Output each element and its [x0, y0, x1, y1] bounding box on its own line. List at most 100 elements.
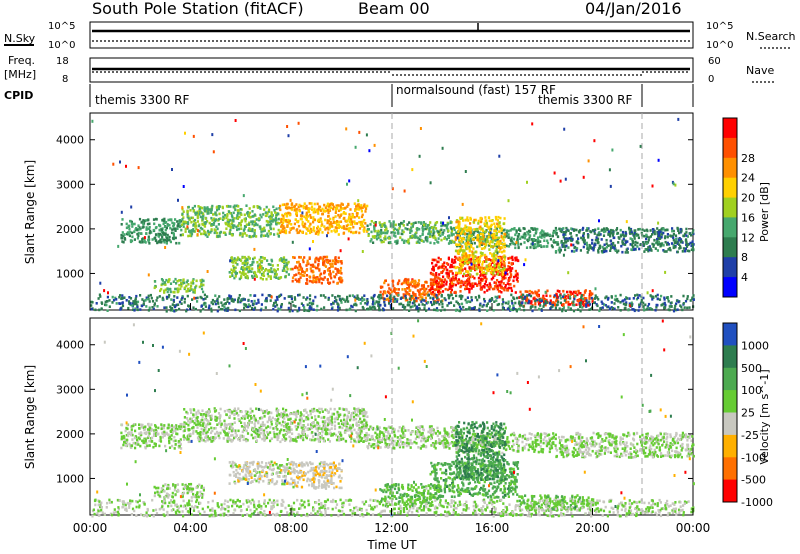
scatter-cell: [437, 276, 440, 279]
scatter-cell: [296, 261, 299, 264]
scatter-cell: [507, 245, 511, 248]
scatter-cell: [646, 241, 650, 244]
scatter-cell: [679, 304, 682, 307]
scatter-cell: [310, 202, 313, 205]
scatter-cell: [250, 300, 253, 303]
colorbar-tick-label: 20: [741, 192, 755, 205]
scatter-cell: [496, 303, 499, 307]
scatter-cell: [195, 211, 198, 215]
scatter-cell: [507, 233, 510, 236]
scatter-cell: [652, 231, 655, 234]
scatter-cell: [462, 252, 465, 255]
scatter-cell: [297, 260, 300, 264]
scatter-cell: [123, 233, 126, 236]
scatter-cell: [464, 267, 467, 270]
scatter-cell: [154, 434, 157, 437]
scatter-cell: [531, 305, 534, 308]
scatter-cell: [286, 220, 289, 224]
scatter-cell: [636, 245, 639, 248]
scatter-cell: [387, 299, 391, 303]
scatter-noise-cell: [391, 187, 394, 191]
scatter-cell: [554, 241, 557, 244]
scatter-cell: [309, 305, 312, 309]
scatter-cell: [603, 250, 606, 254]
scatter-cell: [571, 238, 574, 242]
scatter-cell: [652, 295, 655, 299]
scatter-cell: [388, 237, 391, 240]
scatter-cell: [294, 298, 297, 301]
scatter-cell: [429, 296, 432, 300]
scatter-cell: [667, 248, 670, 251]
scatter-cell: [341, 226, 344, 230]
scatter-cell: [494, 225, 497, 228]
scatter-cell: [381, 285, 384, 289]
scatter-cell: [392, 231, 395, 234]
scatter-cell: [450, 263, 453, 267]
scatter-cell: [484, 216, 487, 219]
scatter-cell: [202, 232, 205, 236]
scatter-cell: [95, 302, 98, 305]
scatter-cell: [635, 232, 638, 236]
scatter-cell: [269, 263, 272, 266]
scatter-cell: [320, 272, 323, 276]
scatter-cell: [613, 298, 617, 301]
scatter-cell: [280, 303, 283, 306]
scatter-cell: [405, 282, 408, 285]
scatter-cell: [262, 213, 265, 216]
scatter-cell: [349, 223, 352, 226]
scatter-cell: [319, 228, 322, 231]
scatter-cell: [465, 301, 468, 304]
scatter-cell: [461, 216, 464, 220]
scatter-cell: [253, 213, 256, 216]
scatter-cell: [450, 241, 453, 245]
scatter-noise-cell: [442, 221, 445, 225]
scatter-cell: [321, 277, 324, 281]
scatter-cell: [133, 238, 136, 241]
scatter-cell: [138, 240, 141, 243]
scatter-noise-cell: [523, 263, 526, 267]
scatter-cell: [431, 303, 434, 307]
scatter-cell: [292, 304, 295, 307]
scatter-cell: [409, 305, 412, 309]
scatter-cell: [456, 249, 459, 253]
scatter-cell: [325, 259, 328, 262]
scatter-cell: [497, 256, 500, 260]
scatter-cell: [135, 294, 138, 298]
scatter-cell: [364, 222, 367, 225]
scatter-cell: [180, 284, 183, 288]
scatter-cell: [238, 277, 241, 281]
scatter-cell: [405, 291, 408, 294]
scatter-cell: [449, 301, 453, 304]
scatter-cell: [272, 218, 275, 222]
scatter-cell: [180, 302, 183, 305]
scatter-cell: [558, 250, 561, 254]
scatter-cell: [201, 206, 204, 210]
scatter-cell: [503, 273, 507, 276]
scatter-cell: [405, 278, 408, 282]
scatter-cell: [509, 270, 512, 274]
scatter-cell: [639, 302, 642, 305]
scatter-cell: [431, 287, 434, 290]
scatter-cell: [322, 263, 325, 266]
scatter-cell: [447, 301, 451, 305]
scatter-cell: [328, 259, 331, 263]
scatter-cell: [461, 260, 464, 264]
scatter-cell: [546, 239, 549, 243]
scatter-cell: [329, 262, 332, 266]
scatter-cell: [619, 309, 622, 312]
scatter-cell: [403, 307, 406, 311]
scatter-cell: [247, 305, 250, 309]
scatter-noise-cell: [633, 309, 636, 313]
scatter-noise-cell: [498, 154, 501, 158]
scatter-cell: [441, 290, 445, 293]
scatter-cell: [488, 282, 491, 285]
scatter-cell: [186, 287, 189, 291]
scatter-cell: [447, 229, 450, 233]
scatter-cell: [419, 298, 422, 302]
scatter-cell: [649, 229, 652, 232]
scatter-cell: [431, 290, 434, 294]
scatter-cell: [273, 209, 276, 212]
scatter-cell: [494, 242, 497, 246]
scatter-cell: [582, 226, 585, 230]
